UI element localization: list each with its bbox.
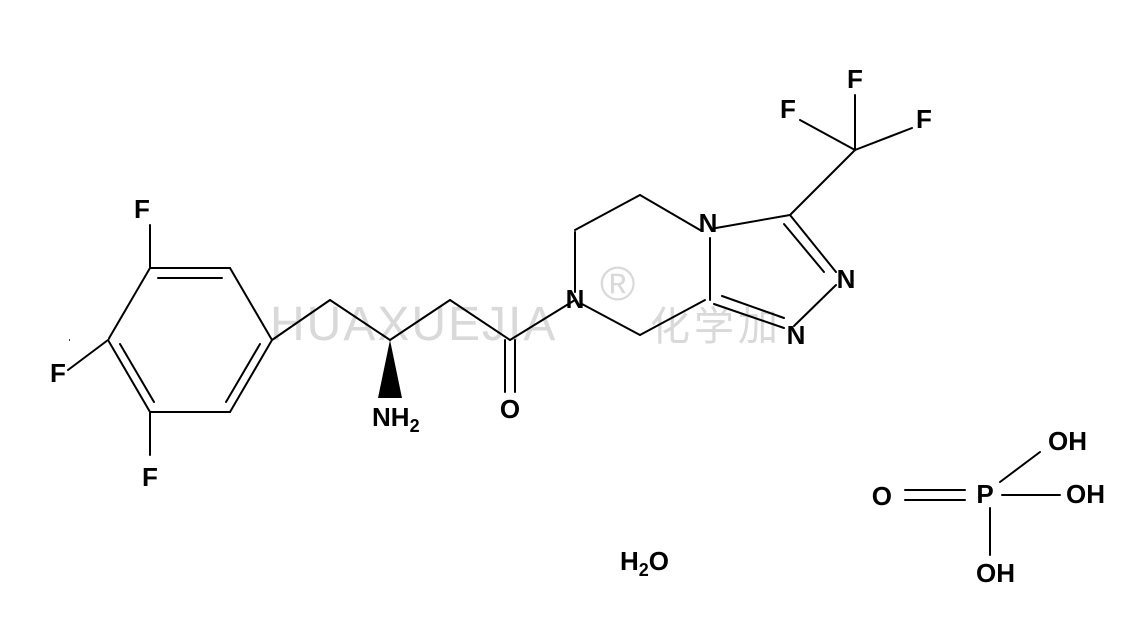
- atom-cf3-f-top: F: [847, 64, 863, 94]
- atom-n-pip: N: [566, 284, 585, 314]
- atom-n-junction: N: [699, 208, 718, 238]
- atom-n-tri-a: N: [837, 264, 856, 294]
- atom-nh2: NH2: [372, 402, 420, 436]
- atom-h2o: H2O: [620, 546, 669, 580]
- atom-p-center: P: [976, 479, 993, 509]
- atom-p-o-double: O: [872, 481, 892, 511]
- molecule-diagram: HUAXUEJIA ® 化学加: [0, 0, 1122, 629]
- atom-p-oh-right: OH: [1066, 479, 1105, 509]
- atom-cf3-f-right: F: [916, 104, 932, 134]
- atom-p-oh-bottom: OH: [976, 558, 1015, 588]
- atom-f-ring-top: F: [134, 194, 150, 224]
- atom-cf3-f-left: F: [780, 94, 796, 124]
- atom-carbonyl-o: O: [500, 394, 520, 424]
- atom-p-oh-top: OH: [1048, 426, 1087, 456]
- atom-f-ring-bottom: F: [142, 462, 158, 492]
- atom-n-tri-b: N: [787, 320, 806, 350]
- atom-f-ring-left: F: [50, 358, 66, 388]
- watermark-right: 化学加: [650, 305, 782, 349]
- watermark-reg: ®: [600, 258, 637, 311]
